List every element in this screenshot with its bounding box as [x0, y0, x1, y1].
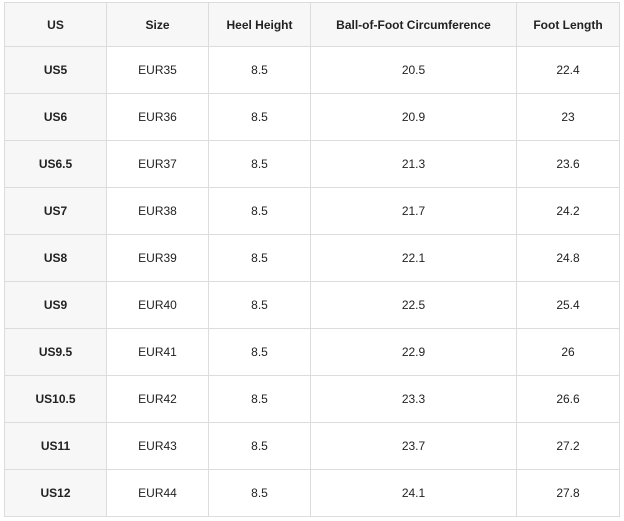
table-row: US9.5 EUR41 8.5 22.9 26: [4, 328, 620, 376]
table-cell: 8.5: [208, 281, 311, 329]
row-label: US9.5: [4, 328, 107, 376]
table-cell: 21.3: [310, 140, 517, 188]
table-cell: 8.5: [208, 469, 311, 517]
row-label: US12: [4, 469, 107, 517]
table-cell: 23: [516, 93, 620, 141]
table-row: US11 EUR43 8.5 23.7 27.2: [4, 422, 620, 470]
header-cell: US: [4, 2, 107, 47]
row-label: US6.5: [4, 140, 107, 188]
table-cell: 20.5: [310, 46, 517, 94]
table-row: US6.5 EUR37 8.5 21.3 23.6: [4, 140, 620, 188]
header-cell: Ball-of-Foot Circumference: [310, 2, 517, 47]
table-row: US7 EUR38 8.5 21.7 24.2: [4, 187, 620, 235]
table-cell: EUR43: [106, 422, 209, 470]
row-label: US9: [4, 281, 107, 329]
table-cell: 23.3: [310, 375, 517, 423]
table-cell: 8.5: [208, 140, 311, 188]
header-row: US Size Heel Height Ball-of-Foot Circumfere…: [4, 2, 620, 47]
row-label: US8: [4, 234, 107, 282]
table-cell: 26: [516, 328, 620, 376]
table-cell: EUR41: [106, 328, 209, 376]
table-cell: 8.5: [208, 234, 311, 282]
table-body: US5 EUR35 8.5 20.5 22.4 US6 EUR36 8.5 20.9 23 US6.…: [4, 46, 620, 517]
table-cell: 23.6: [516, 140, 620, 188]
table-row: US8 EUR39 8.5 22.1 24.8: [4, 234, 620, 282]
table-cell: 20.9: [310, 93, 517, 141]
table-cell: 27.8: [516, 469, 620, 517]
table-cell: 8.5: [208, 422, 311, 470]
row-label: US11: [4, 422, 107, 470]
table-cell: 22.5: [310, 281, 517, 329]
table-cell: EUR36: [106, 93, 209, 141]
table-row: US10.5 EUR42 8.5 23.3 26.6: [4, 375, 620, 423]
header-cell: Size: [106, 2, 209, 47]
table-cell: EUR39: [106, 234, 209, 282]
table-cell: 8.5: [208, 46, 311, 94]
table-cell: 27.2: [516, 422, 620, 470]
table-cell: 24.1: [310, 469, 517, 517]
table-cell: 26.6: [516, 375, 620, 423]
table-cell: 22.4: [516, 46, 620, 94]
table-cell: 22.1: [310, 234, 517, 282]
table-cell: 22.9: [310, 328, 517, 376]
table-header: US Size Heel Height Ball-of-Foot Circumfere…: [4, 2, 620, 47]
table-cell: 8.5: [208, 328, 311, 376]
table-cell: 24.2: [516, 187, 620, 235]
table-cell: EUR37: [106, 140, 209, 188]
header-cell: Heel Height: [208, 2, 311, 47]
row-label: US6: [4, 93, 107, 141]
table-cell: 8.5: [208, 375, 311, 423]
size-table: US Size Heel Height Ball-of-Foot Circumfere…: [4, 2, 620, 517]
table-cell: EUR38: [106, 187, 209, 235]
row-label: US10.5: [4, 375, 107, 423]
table-cell: 8.5: [208, 187, 311, 235]
table-cell: 23.7: [310, 422, 517, 470]
table-cell: EUR42: [106, 375, 209, 423]
table-row: US9 EUR40 8.5 22.5 25.4: [4, 281, 620, 329]
table-cell: 25.4: [516, 281, 620, 329]
table-cell: 8.5: [208, 93, 311, 141]
row-label: US5: [4, 46, 107, 94]
table-row: US12 EUR44 8.5 24.1 27.8: [4, 469, 620, 517]
table-cell: EUR44: [106, 469, 209, 517]
table-cell: 21.7: [310, 187, 517, 235]
table-row: US5 EUR35 8.5 20.5 22.4: [4, 46, 620, 94]
table-cell: EUR40: [106, 281, 209, 329]
table-row: US6 EUR36 8.5 20.9 23: [4, 93, 620, 141]
table-cell: 24.8: [516, 234, 620, 282]
table-cell: EUR35: [106, 46, 209, 94]
row-label: US7: [4, 187, 107, 235]
header-cell: Foot Length: [516, 2, 620, 47]
